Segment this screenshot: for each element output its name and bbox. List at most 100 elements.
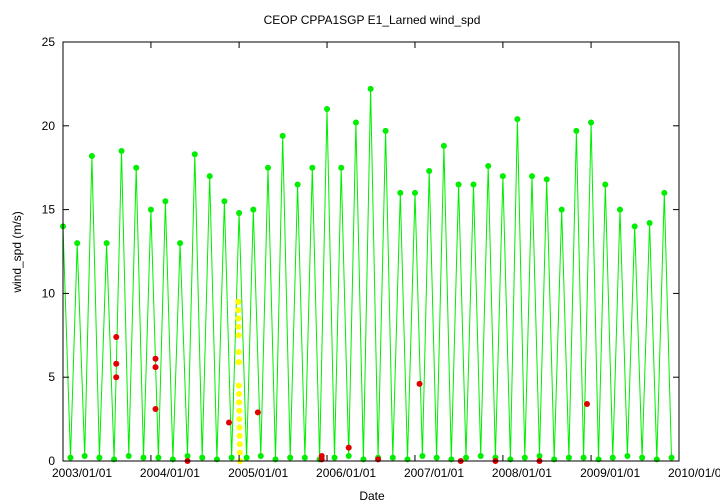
data-point: [309, 164, 316, 171]
data-point: [125, 452, 132, 459]
data-point: [236, 209, 243, 216]
data-point: [225, 419, 232, 426]
data-point: [397, 189, 404, 196]
y-tick-label: 10: [42, 286, 56, 300]
data-point: [382, 127, 389, 134]
chart-title: CEOP CPPA1SGP E1_Larned wind_spd: [264, 13, 481, 27]
x-tick-label: 2003/01/01: [52, 466, 112, 480]
plot-area: [60, 85, 675, 464]
y-tick-label: 25: [42, 35, 56, 49]
data-point: [565, 454, 572, 461]
data-point: [470, 181, 477, 188]
data-point: [235, 315, 242, 322]
data-point: [235, 298, 242, 305]
data-point: [152, 364, 159, 371]
y-tick-label: 5: [48, 370, 55, 384]
data-point: [236, 432, 243, 439]
data-point: [279, 132, 286, 139]
x-tick-label: 2009/01/01: [580, 466, 640, 480]
x-tick-label: 2005/01/01: [228, 466, 288, 480]
data-point: [416, 380, 423, 387]
data-point: [235, 307, 242, 314]
data-point: [588, 119, 595, 126]
data-point: [113, 374, 120, 381]
data-point: [103, 240, 110, 247]
data-point: [177, 240, 184, 247]
data-point: [162, 198, 169, 205]
data-point: [96, 454, 103, 461]
plot-frame: [62, 41, 680, 462]
data-point: [609, 454, 616, 461]
data-point: [287, 454, 294, 461]
data-point: [352, 119, 359, 126]
x-tick-label: 2008/01/01: [492, 466, 552, 480]
data-point: [668, 454, 675, 461]
x-tick-label: 2006/01/01: [316, 466, 376, 480]
data-point: [624, 452, 631, 459]
data-point: [184, 452, 191, 459]
data-point: [67, 454, 74, 461]
data-point: [477, 452, 484, 459]
data-point: [133, 164, 140, 171]
series-line: [62, 88, 672, 460]
data-point: [433, 454, 440, 461]
data-point: [236, 441, 243, 448]
data-point: [118, 147, 125, 154]
data-point: [147, 206, 154, 213]
data-point: [631, 223, 638, 230]
data-point: [419, 452, 426, 459]
data-point: [529, 173, 536, 180]
data-point: [463, 454, 470, 461]
y-tick-label: 20: [42, 119, 56, 133]
data-point: [265, 164, 272, 171]
data-point: [254, 409, 261, 416]
data-point: [583, 401, 590, 408]
data-point: [616, 206, 623, 213]
data-point: [639, 454, 646, 461]
data-point: [543, 176, 550, 183]
data-point: [235, 332, 242, 339]
y-axis-label: wind_spd (m/s): [10, 211, 24, 293]
data-point: [235, 349, 242, 356]
data-point: [294, 181, 301, 188]
data-point: [331, 454, 338, 461]
data-point: [440, 142, 447, 149]
data-point: [411, 189, 418, 196]
data-point: [236, 424, 243, 431]
x-axis-label: Date: [359, 489, 385, 503]
x-tick-label: 2004/01/01: [140, 466, 200, 480]
data-point: [250, 206, 257, 213]
data-point: [257, 452, 264, 459]
data-point: [646, 220, 653, 227]
data-point: [236, 407, 243, 414]
data-point: [426, 168, 433, 175]
data-point: [236, 399, 243, 406]
data-point: [191, 151, 198, 158]
data-point: [514, 116, 521, 123]
data-point: [235, 323, 242, 330]
data-point: [301, 454, 308, 461]
data-point: [140, 454, 147, 461]
data-point: [345, 444, 352, 451]
x-tick-label: 2010/01/01: [668, 466, 720, 480]
data-point: [88, 152, 95, 159]
y-tick-label: 0: [48, 454, 55, 468]
data-point: [338, 164, 345, 171]
data-point: [221, 198, 228, 205]
data-point: [661, 189, 668, 196]
x-tick-label: 2007/01/01: [404, 466, 464, 480]
data-point: [236, 449, 243, 456]
data-point: [536, 452, 543, 459]
data-point: [113, 360, 120, 367]
data-point: [521, 454, 528, 461]
data-point: [455, 181, 462, 188]
data-point: [236, 416, 243, 423]
data-point: [228, 454, 235, 461]
data-point: [499, 173, 506, 180]
data-point: [81, 452, 88, 459]
data-point: [199, 454, 206, 461]
data-point: [485, 163, 492, 170]
data-point: [558, 206, 565, 213]
data-point: [243, 454, 250, 461]
